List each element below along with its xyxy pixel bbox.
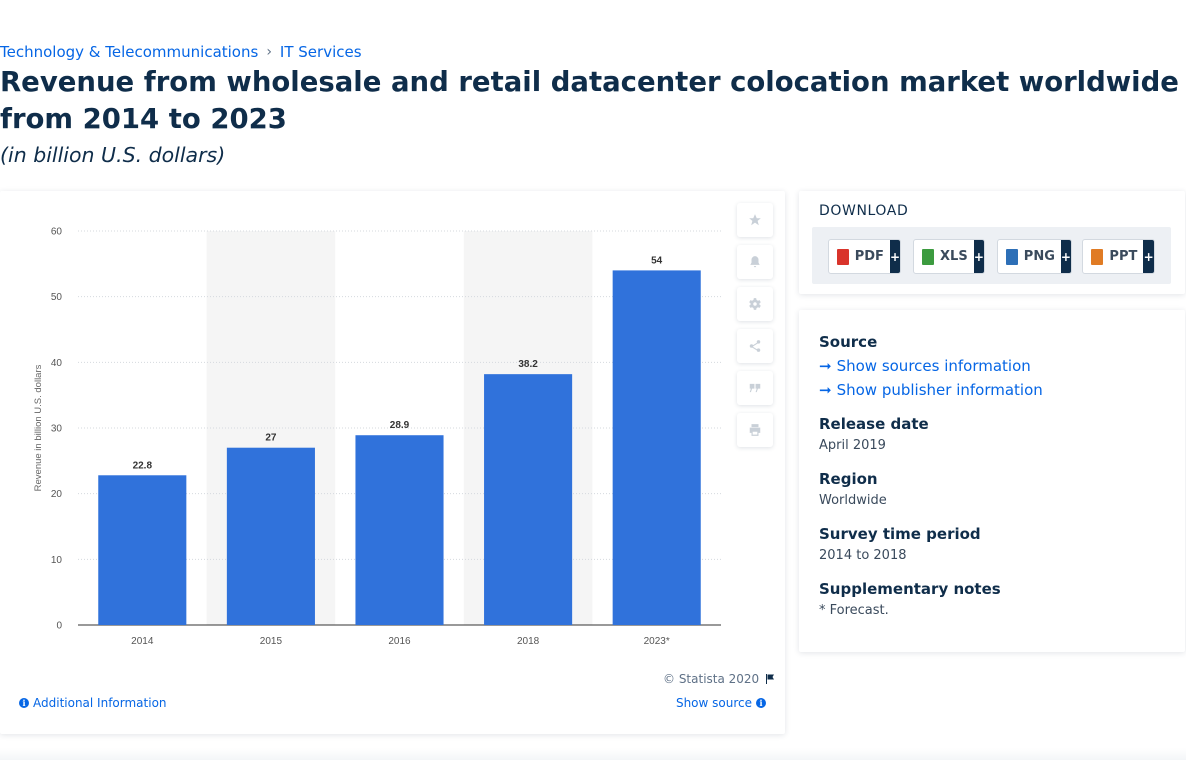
info-icon: i [19, 698, 29, 708]
supplementary-notes-value: * Forecast. [819, 603, 889, 618]
download-card: DOWNLOAD PDF + XLS + PNG + PPT + [799, 191, 1185, 294]
share-icon [749, 340, 761, 352]
copyright: © Statista 2020 [663, 672, 776, 686]
plus-icon: + [1143, 240, 1154, 273]
download-xls-button[interactable]: XLS + [913, 239, 985, 274]
x-tick-label: 2023* [644, 636, 670, 647]
download-title: DOWNLOAD [819, 203, 909, 219]
breadcrumb-technology[interactable]: Technology & Telecommunications [0, 43, 259, 61]
pdf-file-icon [837, 248, 849, 265]
bar [226, 447, 315, 625]
region-heading: Region [819, 470, 878, 488]
png-file-icon [1006, 248, 1018, 265]
quote-icon [749, 383, 761, 393]
statistic-info-card: Source ➞ Show sources information ➞ Show… [799, 310, 1185, 652]
print-button[interactable] [737, 413, 773, 447]
data-label: 28.9 [390, 420, 410, 431]
print-icon [749, 424, 761, 436]
y-axis-label: Revenue in billion U.S. dollars [33, 364, 44, 491]
notification-button[interactable] [737, 245, 773, 279]
bar [484, 374, 573, 625]
y-tick-label: 60 [51, 227, 63, 238]
xls-file-icon [922, 248, 935, 265]
additional-information-link[interactable]: i Additional Information [19, 696, 167, 710]
share-button[interactable] [737, 329, 773, 363]
arrow-right-icon: ➞ [819, 357, 832, 375]
survey-period-heading: Survey time period [819, 525, 981, 543]
data-label: 27 [265, 433, 277, 444]
data-label: 54 [651, 255, 663, 266]
show-publisher-link[interactable]: ➞ Show publisher information [819, 381, 1043, 399]
show-publisher-label: Show publisher information [836, 381, 1043, 399]
download-ppt-button[interactable]: PPT + [1082, 239, 1155, 274]
show-sources-link[interactable]: ➞ Show sources information [819, 357, 1031, 375]
cite-button[interactable] [737, 371, 773, 405]
arrow-right-icon: ➞ [819, 381, 832, 399]
download-ppt-label: PPT [1109, 249, 1138, 264]
data-label: 22.8 [133, 460, 153, 471]
bell-icon [750, 256, 760, 268]
release-date-value: April 2019 [819, 438, 886, 453]
ppt-file-icon [1091, 248, 1104, 265]
y-tick-label: 30 [51, 424, 63, 435]
survey-period-value: 2014 to 2018 [819, 548, 907, 563]
chart-toolbar [737, 203, 773, 455]
bar-chart: 0 10 20 30 40 50 60 Revenue in billion U.S. dol… [33, 227, 721, 647]
y-tick-label: 10 [51, 555, 63, 566]
bar [355, 435, 444, 625]
show-source-label: Show source [675, 696, 752, 710]
x-tick-label: 2016 [388, 636, 411, 647]
page-subtitle: (in billion U.S. dollars) [0, 143, 226, 167]
x-tick-label: 2018 [517, 636, 540, 647]
bar [98, 475, 187, 625]
source-heading: Source [819, 333, 878, 351]
y-tick-label: 40 [51, 358, 63, 369]
region-value: Worldwide [819, 493, 887, 508]
x-tick-label: 2015 [260, 636, 283, 647]
plus-icon: + [1060, 240, 1071, 273]
data-label: 38.2 [518, 359, 538, 370]
additional-information-label: Additional Information [33, 696, 167, 710]
info-icon: i [756, 698, 766, 708]
gear-icon [749, 298, 761, 310]
supplementary-notes-heading: Supplementary notes [819, 580, 1001, 598]
download-xls-label: XLS [940, 249, 968, 264]
download-pdf-button[interactable]: PDF + [828, 239, 901, 274]
breadcrumb: Technology & Telecommunications › IT Ser… [0, 43, 362, 61]
bar [612, 270, 701, 625]
settings-button[interactable] [737, 287, 773, 321]
x-tick-label: 2014 [131, 636, 154, 647]
release-date-heading: Release date [819, 415, 929, 433]
favorite-button[interactable] [737, 203, 773, 237]
download-pdf-label: PDF [854, 249, 884, 264]
plus-icon: + [973, 240, 984, 273]
star-icon [749, 214, 761, 226]
y-tick-label: 0 [56, 621, 62, 632]
y-tick-label: 50 [51, 292, 63, 303]
page-bottom-strip [0, 748, 1186, 760]
flag-icon[interactable] [764, 673, 776, 685]
download-png-button[interactable]: PNG + [997, 239, 1072, 274]
breadcrumb-separator: › [266, 44, 272, 60]
page-title: Revenue from wholesale and retail datace… [0, 66, 1179, 135]
y-tick-label: 20 [51, 489, 63, 500]
copyright-text: © Statista 2020 [663, 672, 760, 686]
show-source-link[interactable]: Show source i [676, 696, 766, 710]
show-sources-label: Show sources information [836, 357, 1031, 375]
download-png-label: PNG [1023, 249, 1055, 264]
chart-card: 0 10 20 30 40 50 60 Revenue in billion U.S. dol… [0, 191, 785, 734]
plus-icon: + [889, 240, 900, 273]
download-bar: PDF + XLS + PNG + PPT + [812, 227, 1171, 284]
breadcrumb-it-services[interactable]: IT Services [279, 43, 362, 61]
